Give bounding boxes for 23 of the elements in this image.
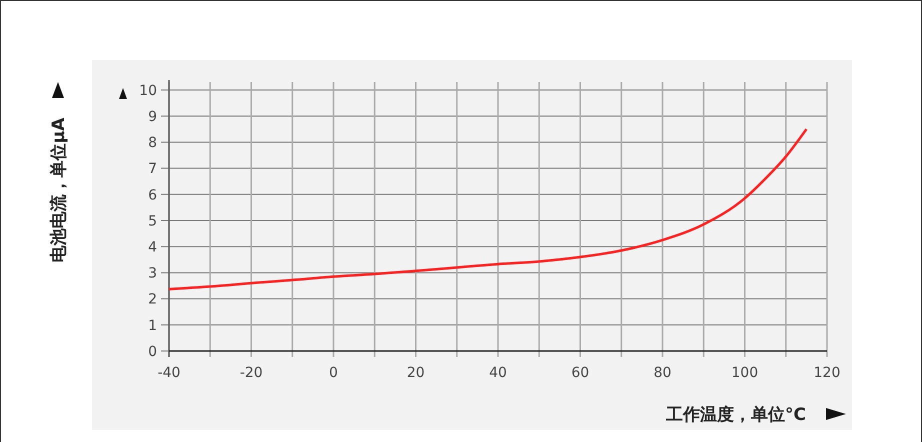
y-tick-label: 8	[148, 135, 157, 152]
line-series	[168, 128, 808, 290]
x-tick-label: 20	[406, 365, 425, 381]
y-tick-label: 4	[148, 240, 158, 256]
x-tick-label: -40	[158, 365, 180, 381]
x-tick-label: 80	[654, 365, 672, 381]
x-tick-label: 60	[571, 365, 590, 381]
y-tick-label: 0	[148, 344, 157, 360]
y-axis-title: 电池电流，单位μA	[49, 116, 69, 262]
y-tick-label: 10	[139, 82, 157, 99]
y-tick-label: 6	[148, 187, 158, 204]
y-tick-label: 9	[148, 109, 157, 125]
x-tick-label: 40	[489, 365, 507, 381]
x-tick-label: 100	[731, 365, 758, 381]
x-tick-label: 0	[329, 365, 338, 381]
x-axis-title: 工作温度，单位°C	[665, 405, 806, 425]
y-tick-label: 7	[148, 161, 157, 178]
y-tick-label: 2	[148, 292, 157, 308]
x-tick-label: -20	[240, 365, 263, 381]
y-tick-label: 1	[148, 318, 157, 334]
y-tick-label: 3	[148, 266, 157, 282]
y-tick-label: 5	[148, 213, 157, 230]
x-tick-label: 120	[814, 365, 840, 381]
